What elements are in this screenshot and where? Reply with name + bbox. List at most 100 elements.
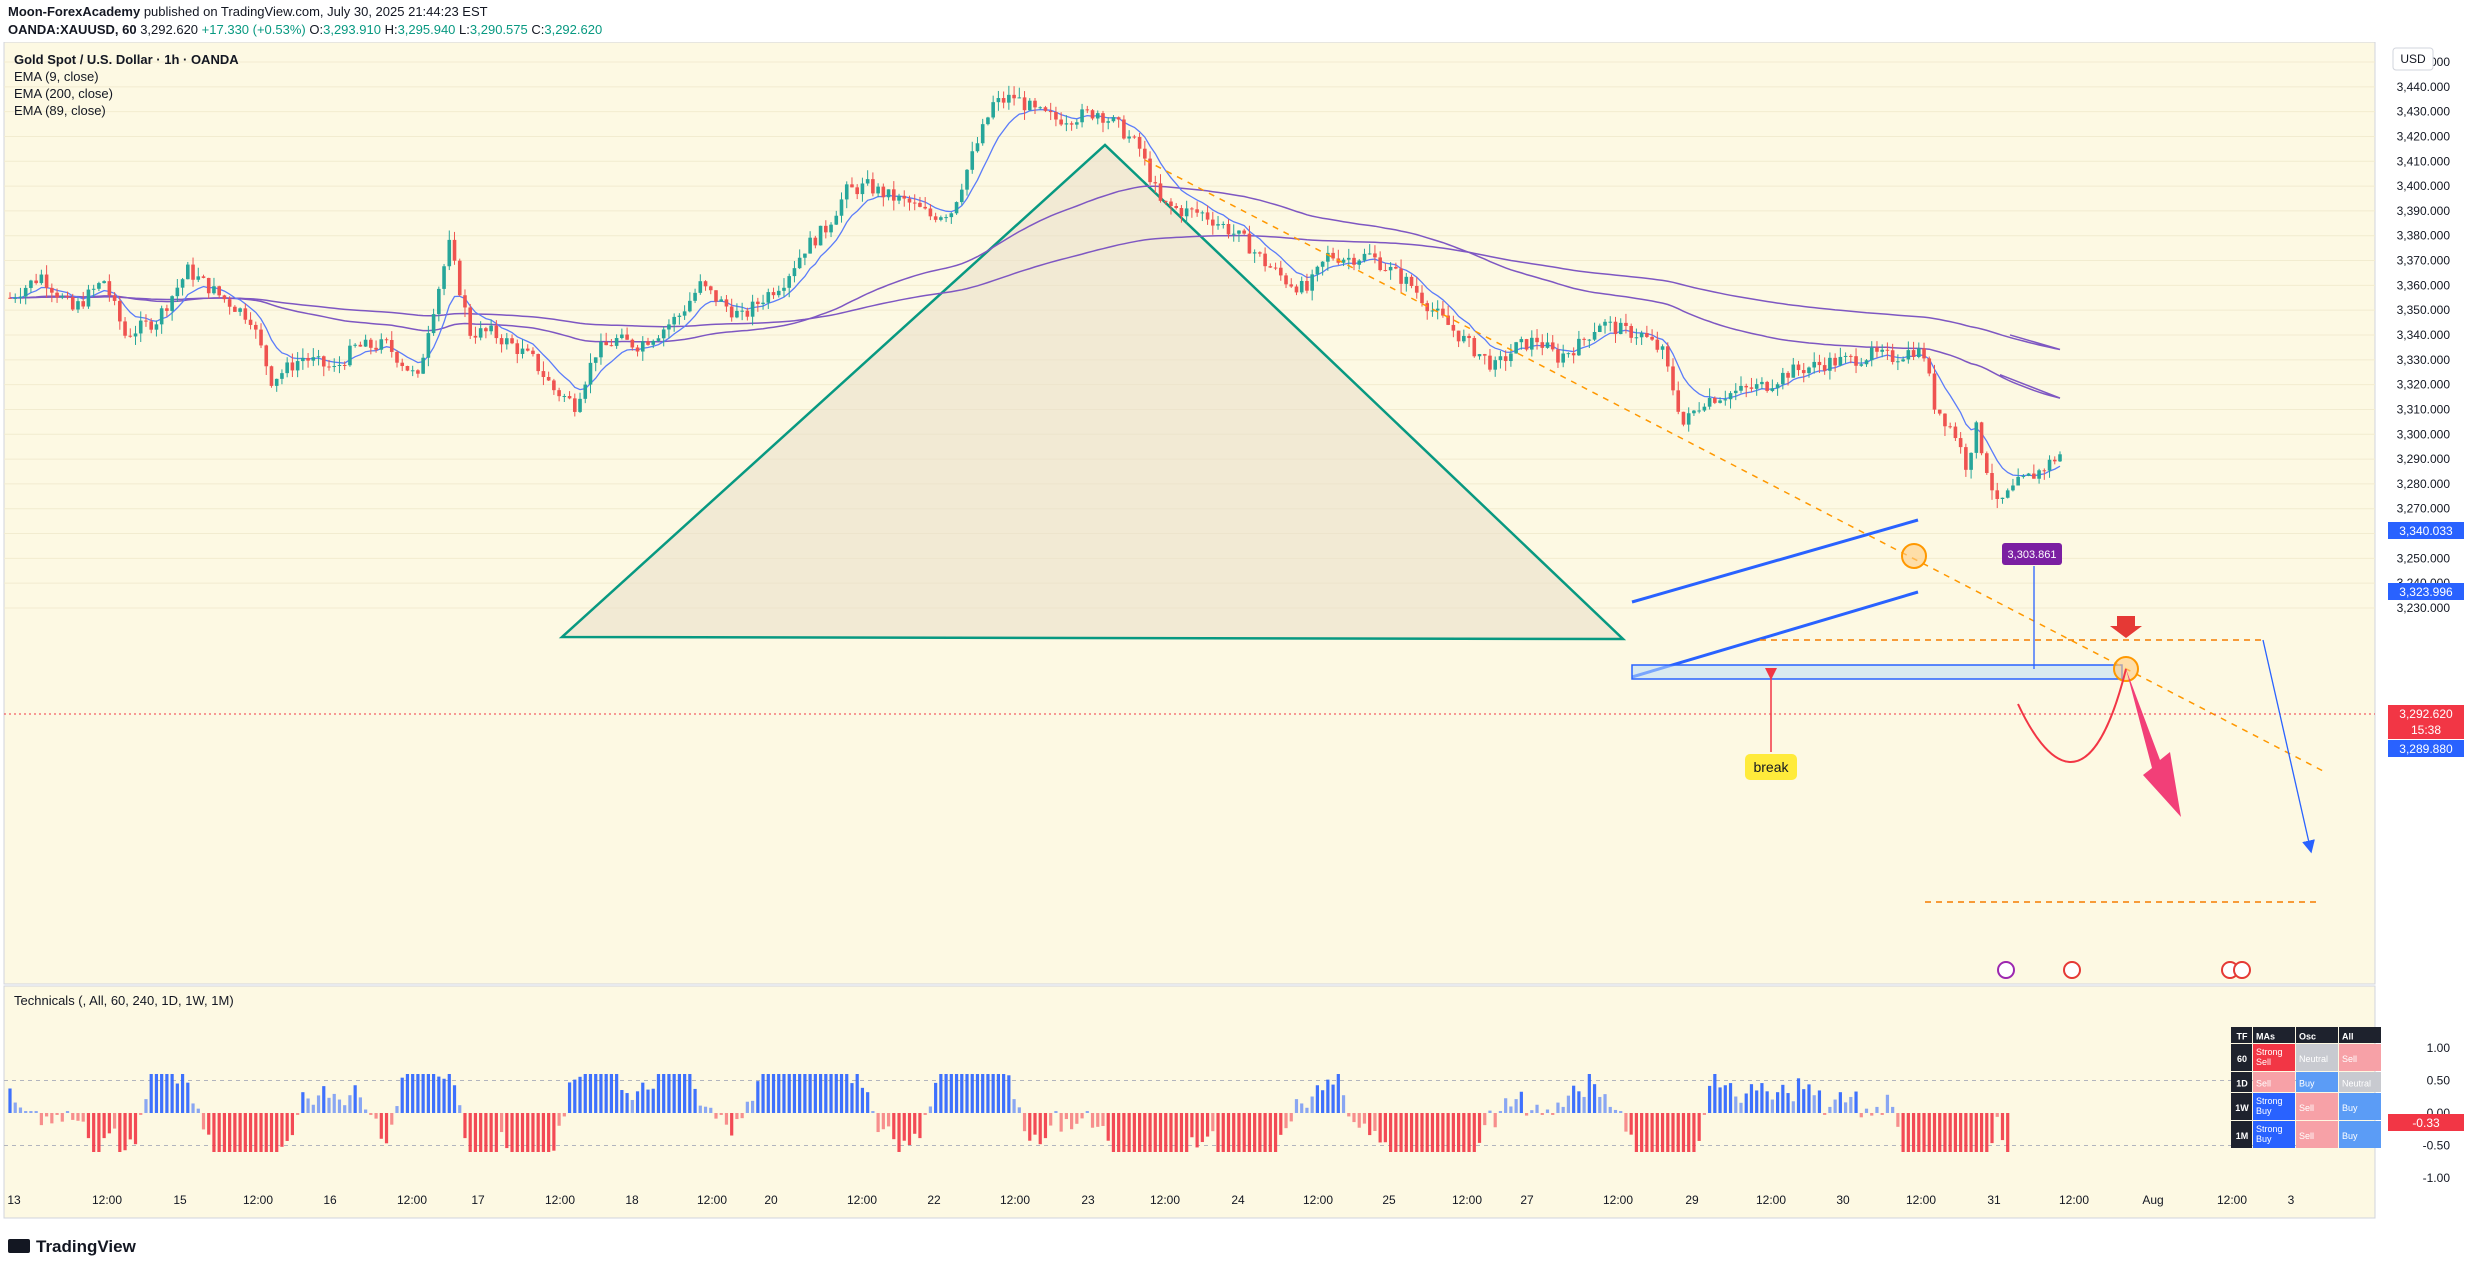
candle-body xyxy=(112,295,117,301)
candle-body xyxy=(29,280,33,288)
us-flag-event-icon[interactable] xyxy=(2063,961,2081,979)
down-marker[interactable] xyxy=(2110,616,2142,638)
symbol-name[interactable]: OANDA:XAUUSD, 60 xyxy=(8,22,137,37)
osc-bar xyxy=(18,1107,23,1113)
osc-bar xyxy=(353,1085,357,1113)
candle-body xyxy=(1707,397,1712,407)
candle-body xyxy=(1911,350,1916,357)
x-tick-label: 16 xyxy=(323,1193,337,1207)
candle-body xyxy=(1896,361,1900,363)
table-cell-text: Osc xyxy=(2299,1032,2316,1042)
legend-ema200[interactable]: EMA (200, close) xyxy=(14,86,113,101)
osc-bar xyxy=(212,1113,216,1152)
sell-arrow[interactable] xyxy=(2126,669,2181,817)
supply-zone[interactable] xyxy=(1631,664,2123,680)
lightning-event-icon[interactable] xyxy=(1997,961,2015,979)
us-flag-event-icon-3[interactable] xyxy=(2233,961,2251,979)
osc-bar xyxy=(1864,1108,1869,1113)
osc-tick-label: -0.50 xyxy=(2423,1139,2451,1153)
channel-top-line[interactable] xyxy=(1631,518,1919,604)
osc-bar xyxy=(243,1113,247,1152)
touch-circle-1[interactable] xyxy=(1901,543,1927,569)
candle-body xyxy=(327,366,331,368)
osc-bar xyxy=(1352,1113,1356,1123)
channel-bottom-line[interactable] xyxy=(1631,590,1919,679)
candle-body xyxy=(363,339,368,347)
osc-bar xyxy=(311,1104,315,1113)
osc-bar xyxy=(128,1113,132,1140)
tradingview-logo[interactable]: TradingView xyxy=(8,1237,136,1257)
candle-body xyxy=(1655,339,1660,350)
osc-bar xyxy=(1017,1107,1021,1113)
table-cell xyxy=(2339,1121,2381,1148)
osc-bar xyxy=(1880,1113,1884,1115)
candle-body xyxy=(1739,385,1743,391)
osc-bar xyxy=(1279,1113,1283,1135)
candle-body xyxy=(525,348,530,351)
legend-title[interactable]: Gold Spot / U.S. Dollar · 1h · OANDA xyxy=(14,52,239,67)
candle-body xyxy=(191,264,195,280)
target-projection-arrow[interactable] xyxy=(2262,639,2315,854)
x-tick-label: 12:00 xyxy=(92,1193,122,1207)
osc-bar xyxy=(494,1113,498,1152)
candle-body xyxy=(546,376,551,381)
osc-bar xyxy=(112,1113,117,1129)
osc-bar xyxy=(1446,1113,1450,1152)
target-label-box[interactable] xyxy=(2002,543,2062,565)
osc-bar xyxy=(374,1113,378,1119)
osc-bar xyxy=(630,1099,634,1113)
osc-bar xyxy=(777,1074,781,1113)
price-chart[interactable]: 3,450.0003,440.0003,430.0003,420.0003,41… xyxy=(0,42,2469,1232)
osc-bar xyxy=(306,1098,310,1113)
osc-bar xyxy=(1577,1091,1581,1113)
currency-button[interactable] xyxy=(2392,47,2434,71)
candle-body xyxy=(1676,390,1681,412)
osc-bar xyxy=(479,1113,483,1152)
candle-body xyxy=(761,302,765,305)
break-label-box[interactable] xyxy=(1745,754,1797,780)
osc-bar xyxy=(1493,1113,1497,1128)
candle-body xyxy=(1310,274,1314,291)
candle-body xyxy=(81,301,86,307)
author-name[interactable]: Moon-ForexAcademy xyxy=(8,4,141,19)
x-tick-label: 20 xyxy=(764,1193,778,1207)
osc-tick-label: 0.50 xyxy=(2427,1074,2451,1088)
candle-body xyxy=(1200,212,1205,214)
candle-body xyxy=(2037,470,2041,479)
price-axis[interactable] xyxy=(2376,42,2469,1218)
candle-body xyxy=(1503,356,1508,362)
candle-body xyxy=(1890,350,1895,362)
osc-bar xyxy=(724,1113,729,1125)
technicals-title[interactable]: Technicals (, All, 60, 240, 1D, 1W, 1M) xyxy=(14,993,234,1008)
osc-bar xyxy=(1462,1113,1466,1152)
candle-body xyxy=(353,344,357,346)
candle-body xyxy=(912,202,917,204)
close-value: 3,292.620 xyxy=(544,22,603,37)
candle-body xyxy=(813,237,818,246)
high-label: H: xyxy=(384,22,398,37)
candle-body xyxy=(1090,110,1095,119)
candle-body xyxy=(1828,357,1832,371)
osc-bar xyxy=(1038,1113,1042,1145)
osc-bar xyxy=(740,1113,744,1119)
candle-body xyxy=(1367,253,1372,255)
osc-bar xyxy=(1101,1113,1105,1126)
candle-body xyxy=(280,373,284,379)
osc-bar xyxy=(1498,1111,1503,1113)
technicals-pane[interactable] xyxy=(3,985,2376,1219)
table-cell xyxy=(2231,1044,2252,1071)
candle-body xyxy=(750,301,755,317)
candle-body xyxy=(452,239,457,261)
candle-body xyxy=(714,290,718,302)
candle-body xyxy=(1252,252,1257,254)
projected-path[interactable] xyxy=(2017,668,2127,763)
triangle-pattern[interactable] xyxy=(558,143,1627,641)
y-tick-label: 3,280.000 xyxy=(2397,477,2451,491)
x-tick-label: 12:00 xyxy=(2217,1193,2247,1207)
legend-ema9[interactable]: EMA (9, close) xyxy=(14,69,99,84)
legend-ema89[interactable]: EMA (89, close) xyxy=(14,103,106,118)
candle-body xyxy=(771,292,776,296)
osc-bar xyxy=(1634,1113,1639,1152)
osc-bar xyxy=(1033,1113,1037,1135)
osc-bar xyxy=(1859,1113,1863,1118)
